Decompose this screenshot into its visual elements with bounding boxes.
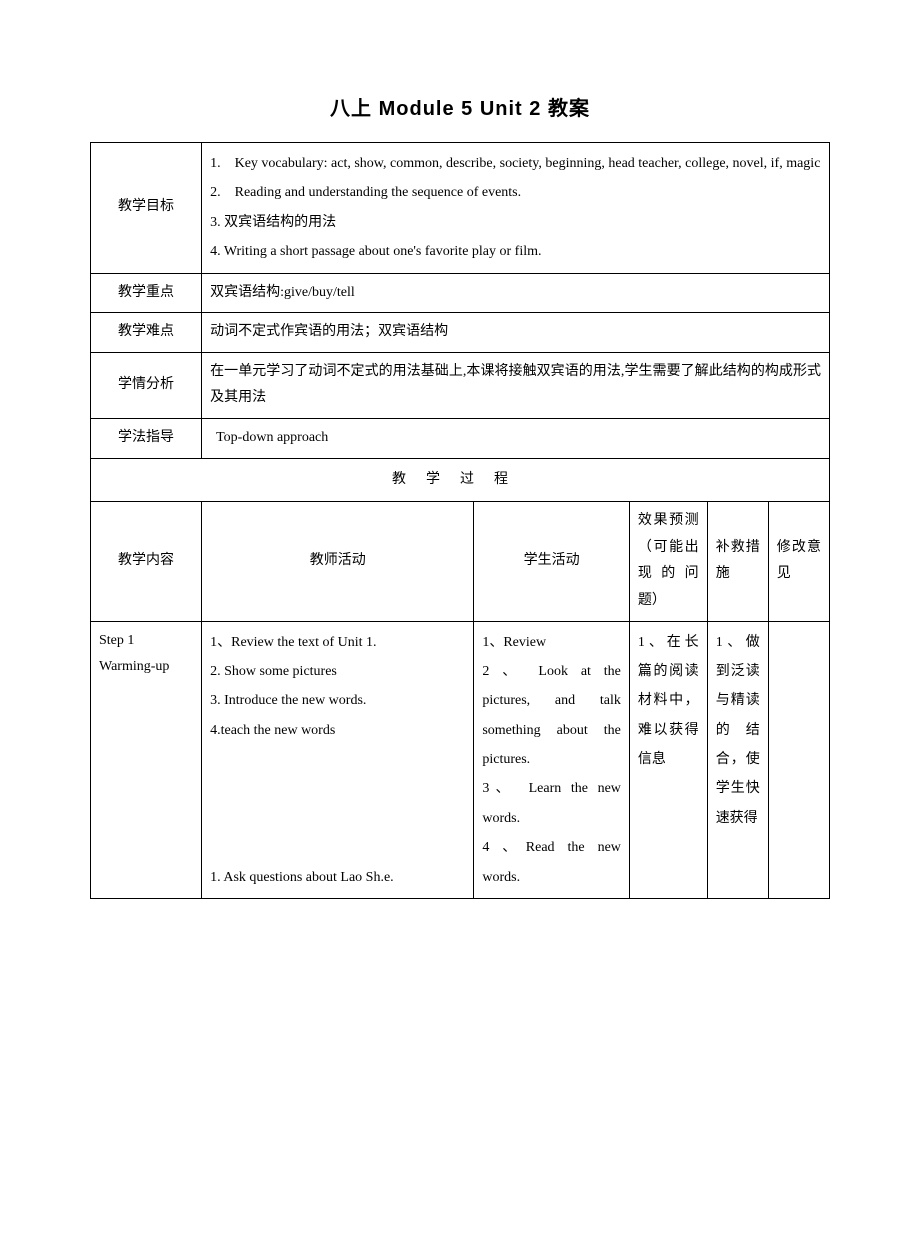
step1-teacher-main: 1、Review the text of Unit 1. 2. Show som… — [210, 628, 465, 746]
col-content: 教学内容 — [91, 502, 202, 621]
col-revise: 修改意见 — [768, 502, 829, 621]
analysis-label: 学情分析 — [91, 352, 202, 418]
step1-student: 1、Review 2 、 Look at the pictures, and t… — [474, 621, 630, 899]
objective-1: 1. Key vocabulary: act, show, common, de… — [210, 149, 821, 178]
col-predict: 效果预测（可能出现的问题） — [629, 502, 707, 621]
lesson-plan-table: 教学目标 1. Key vocabulary: act, show, commo… — [90, 142, 830, 899]
step1-teacher: 1、Review the text of Unit 1. 2. Show som… — [202, 621, 474, 899]
step1-name: Step 1 Warming-up — [91, 621, 202, 899]
step1-teacher-extra: 1. Ask questions about Lao Sh.e. — [210, 865, 465, 892]
step1-predict: 1、在长篇的阅读材料中，难以获得信息 — [629, 621, 707, 899]
objective-4: 4. Writing a short passage about one's f… — [210, 237, 821, 266]
process-header: 教学过程 — [91, 458, 830, 502]
objective-2: 2. Reading and understanding the sequenc… — [210, 178, 821, 207]
col-teacher: 教师活动 — [202, 502, 474, 621]
step1-revise — [768, 621, 829, 899]
key-label: 教学重点 — [91, 273, 202, 313]
method-label: 学法指导 — [91, 418, 202, 458]
page-title: 八上 Module 5 Unit 2 教案 — [90, 90, 830, 128]
diff-cell: 动词不定式作宾语的用法；双宾语结构 — [202, 313, 830, 353]
objectives-label: 教学目标 — [91, 143, 202, 274]
col-student: 学生活动 — [474, 502, 630, 621]
step1-remedy: 1、做到泛读与精读的结合，使学生快速获得 — [707, 621, 768, 899]
analysis-cell: 在一单元学习了动词不定式的用法基础上,本课将接触双宾语的用法,学生需要了解此结构… — [202, 352, 830, 418]
objective-3: 3. 双宾语结构的用法 — [210, 208, 821, 237]
method-cell: Top-down approach — [202, 418, 830, 458]
key-cell: 双宾语结构:give/buy/tell — [202, 273, 830, 313]
diff-label: 教学难点 — [91, 313, 202, 353]
col-remedy: 补救措施 — [707, 502, 768, 621]
objectives-cell: 1. Key vocabulary: act, show, common, de… — [202, 143, 830, 274]
